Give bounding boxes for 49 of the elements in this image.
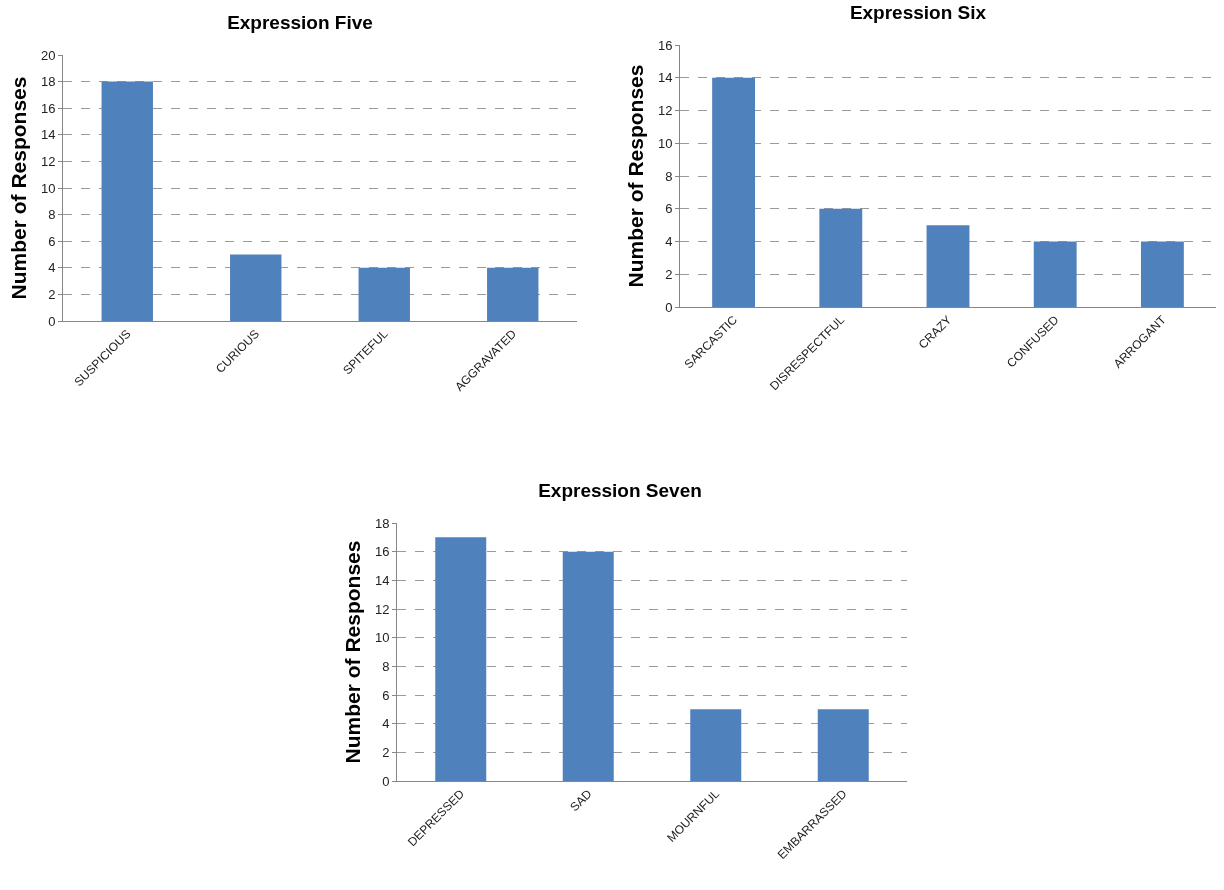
bar (926, 225, 970, 307)
y-tick-label: 6 (665, 201, 673, 217)
y-tick-label: 2 (48, 286, 56, 302)
y-tick-label: 6 (48, 233, 56, 249)
bar (230, 254, 282, 321)
chart-title: Expression Seven (538, 479, 702, 501)
y-tick-label: 20 (40, 47, 56, 63)
y-axis-title: Number of Responses (341, 540, 365, 764)
y-tick-label: 2 (382, 744, 390, 760)
bar (435, 537, 487, 781)
y-tick-label: 12 (374, 601, 390, 617)
bar (358, 267, 410, 321)
bar (1033, 241, 1077, 307)
y-tick-label: 16 (657, 37, 673, 53)
y-tick-label: 0 (665, 299, 673, 315)
y-tick-label: 18 (374, 515, 390, 531)
bar (562, 551, 614, 781)
y-tick-label: 16 (40, 100, 56, 116)
y-tick-label: 12 (40, 153, 56, 169)
y-tick-label: 8 (48, 207, 56, 223)
bar (101, 81, 153, 321)
y-tick-label: 0 (382, 773, 390, 789)
bar (819, 208, 863, 307)
bar (690, 709, 742, 781)
y-tick-label: 2 (665, 266, 673, 282)
y-tick-label: 18 (40, 74, 56, 90)
y-tick-label: 0 (48, 313, 56, 329)
bar (817, 709, 869, 781)
bar (712, 77, 756, 307)
y-tick-label: 10 (374, 630, 390, 646)
y-tick-label: 8 (665, 168, 673, 184)
y-tick-label: 14 (374, 572, 390, 588)
chart-title: Expression Six (849, 1, 987, 23)
y-axis-title: Number of Responses (624, 64, 648, 288)
y-tick-label: 14 (657, 70, 673, 86)
y-tick-label: 16 (374, 544, 390, 560)
y-tick-label: 10 (40, 180, 56, 196)
y-axis-title: Number of Responses (7, 76, 31, 300)
bar (487, 267, 539, 321)
y-tick-label: 14 (40, 127, 56, 143)
y-tick-label: 4 (48, 260, 56, 276)
chart-title: Expression Five (227, 11, 373, 33)
y-tick-label: 8 (382, 658, 390, 674)
bar (1140, 241, 1184, 307)
y-tick-label: 4 (382, 716, 390, 732)
y-tick-label: 12 (657, 103, 673, 119)
y-tick-label: 6 (382, 687, 390, 703)
y-tick-label: 10 (657, 135, 673, 151)
y-tick-label: 4 (665, 234, 673, 250)
